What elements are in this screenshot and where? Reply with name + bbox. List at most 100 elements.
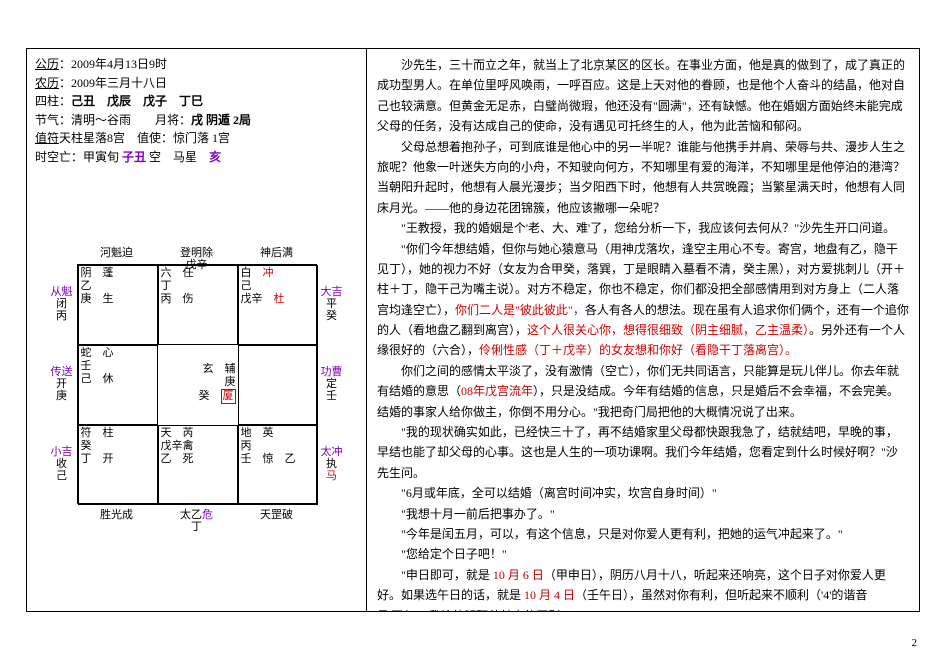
sizhu-label: 四柱： bbox=[35, 94, 71, 108]
outer-bottom2: 丁 bbox=[191, 518, 202, 534]
para-4f: 伶俐性感（丁＋戊辛）的女友想和你好（看隐干丁落离宫）。 bbox=[479, 343, 797, 357]
cell-br-l1: 地 英 bbox=[241, 427, 315, 440]
jieqi-label: 节气： bbox=[35, 113, 71, 127]
nongli-value: ：2009年三月十八日 bbox=[59, 76, 167, 90]
para-11a: "申日即可，就是 bbox=[401, 568, 493, 582]
kongwang-b: 子丑 bbox=[122, 150, 146, 164]
cell-mm-l3: 庚 bbox=[160, 376, 236, 389]
para-4d: 这个人很关心你，想得很细致（阴主细腻，乙主温柔） bbox=[527, 323, 809, 337]
para-11d: 10 月 4 日 bbox=[524, 588, 575, 602]
cell-ml-l2: 壬 bbox=[81, 360, 155, 373]
para-7: "6月或年底，全可以结婚（离宫时间冲实，坎宫自身时间）" bbox=[377, 483, 909, 503]
cell-mr bbox=[238, 345, 318, 425]
para-5b: 08年戊宫流年 bbox=[461, 384, 533, 398]
outer-right-0a: 大吉 bbox=[321, 286, 343, 298]
cell-tr-l1: 白 bbox=[241, 267, 263, 279]
outer-right-0b: 平 bbox=[326, 298, 337, 310]
cell-bm-l2: 戊辛禽 bbox=[161, 440, 235, 453]
page-number: 2 bbox=[912, 637, 918, 649]
outer-right-1c: 壬 bbox=[326, 390, 337, 402]
left-pane: 公历：2009年4月13日9时 农历：2009年三月十八日 四柱：己丑 戊辰 戊… bbox=[27, 49, 367, 611]
para-5: 你们之间的感情太平淡了，没有激情（空亡），你们无共同语言，只能算是玩儿伴儿。你去… bbox=[377, 361, 909, 422]
para-4b: 你们二人是"彼此彼此"， bbox=[455, 303, 585, 317]
outer-left-0c: 丙 bbox=[56, 310, 67, 322]
cell-tm: 六 任 丁 丙 伤 bbox=[158, 265, 238, 345]
outer-left-1a: 传送 bbox=[51, 366, 73, 378]
outer-right-1a: 功曹 bbox=[321, 366, 343, 378]
page-frame: 公历：2009年4月13日9时 农历：2009年三月十八日 四柱：己丑 戊辰 戊… bbox=[26, 48, 920, 612]
cell-ml-l1: 蛇 心 bbox=[81, 347, 155, 360]
cell-ml-l3: 己 休 bbox=[81, 373, 155, 386]
outer-left-2c: 己 bbox=[56, 470, 67, 482]
para-3: "王教授，我的婚姻是个'老、大、难'了，您给分析一下，我应该何去何从？"沙先生开… bbox=[377, 218, 909, 238]
cell-br: 地 英 丙 壬 惊 乙 bbox=[238, 425, 318, 505]
para-11b: 10 月 6 日 bbox=[493, 568, 544, 582]
cell-tl: 阴 蓬 乙 庚 生 bbox=[78, 265, 158, 345]
cell-mm-mark: 厦 bbox=[221, 389, 236, 404]
outer-right-col: 大吉平癸 功曹定壬 太冲执马 bbox=[319, 264, 345, 504]
zhifu-value: 天柱星落8宫 bbox=[59, 131, 137, 145]
gongli-value: ：2009年4月13日9时 bbox=[59, 57, 167, 71]
gongli-label: 公历 bbox=[35, 57, 59, 71]
yuejiang-value: 戌 阴遁 2局 bbox=[191, 113, 251, 127]
para-6: "我的现状确实如此，已经快三十了，再不结婚家里父母都快跟我急了，结就结吧，早晚的… bbox=[377, 422, 909, 483]
cell-tr-l3: 戊辛 bbox=[241, 293, 274, 305]
para-1: 沙先生，三十而立之年，就当上了北京某区的区长。在事业方面，他是真的做到了，成了真… bbox=[377, 55, 909, 137]
qimen-chart: 河魁迫 登明除 神后满 戊辛 从魁闭丙 传送开庚 小吉收己 大吉平癸 功曹定壬 … bbox=[47, 234, 347, 544]
cell-tr-mark: 冲 bbox=[263, 267, 274, 279]
cell-br-l2: 丙 bbox=[241, 440, 315, 453]
info-block: 公历：2009年4月13日9时 农历：2009年三月十八日 四柱：己丑 戊辰 戊… bbox=[35, 55, 358, 167]
outer-left-1c: 庚 bbox=[56, 390, 67, 402]
cell-mm: 玄 辅 庚 癸 厦 bbox=[158, 345, 238, 425]
cell-bl-l2: 癸 bbox=[81, 440, 155, 453]
outer-left-1b: 开 bbox=[56, 378, 67, 390]
kongwang-c: 空 马星 bbox=[149, 150, 197, 164]
cell-tl-l1: 阴 蓬 bbox=[81, 267, 155, 280]
cell-tr: 白 冲 己 戊辛 杜 bbox=[238, 265, 318, 345]
zhishi-label: 值使： bbox=[137, 131, 173, 145]
kongwang-a: 甲寅旬 bbox=[83, 150, 119, 164]
chart-wrap: 河魁迫 登明除 神后满 戊辛 从魁闭丙 传送开庚 小吉收己 大吉平癸 功曹定壬 … bbox=[35, 173, 358, 605]
cell-bm-l3: 乙 死 bbox=[161, 453, 235, 466]
cell-tm-l1: 六 任 bbox=[161, 267, 235, 280]
cell-mm-l2: 玄 辅 bbox=[160, 363, 236, 376]
outer-right-0c: 癸 bbox=[326, 310, 337, 322]
cell-tm-l2: 丁 bbox=[161, 280, 235, 293]
outer-left-col: 从魁闭丙 传送开庚 小吉收己 bbox=[49, 264, 75, 504]
cell-tm-l3: 丙 伤 bbox=[161, 293, 235, 306]
cell-br-l3: 壬 惊 bbox=[241, 453, 274, 465]
outer-left-0b: 闭 bbox=[56, 298, 67, 310]
sizhu-value: 己丑 戊辰 戊子 丁巳 bbox=[71, 94, 203, 108]
cell-bl: 符 柱 癸 丁 开 bbox=[78, 425, 158, 505]
cell-tl-l3: 庚 生 bbox=[81, 293, 155, 306]
para-8: "我想十月一前后把事办了。" bbox=[377, 504, 909, 524]
cell-bl-l3: 丁 开 bbox=[81, 453, 155, 466]
kongwang-d: 亥 bbox=[209, 150, 221, 164]
cell-bm: 天 芮 戊辛禽 乙 死 bbox=[158, 425, 238, 505]
jieqi-value: 清明～谷雨 月将： bbox=[71, 113, 191, 127]
zhifu-label: 值符 bbox=[35, 131, 59, 145]
cell-tl-l2: 乙 bbox=[81, 280, 155, 293]
outer-right-2a: 太冲 bbox=[321, 446, 343, 458]
outer-right-extra: 马 bbox=[326, 470, 337, 482]
para-4: "你们今年想结婚，但你与她心猿意马（用神戊落坎，逢空主用心不专。寄宫，地盘有乙，… bbox=[377, 239, 909, 361]
outer-right-1b: 定 bbox=[326, 378, 337, 390]
para-11: "申日即可，就是 10 月 6 日（甲申日），阴历八月十八，听起来还响亮，这个日… bbox=[377, 565, 909, 611]
outer-left-2b: 收 bbox=[56, 458, 67, 470]
article-pane: 沙先生，三十而立之年，就当上了北京某区的区长。在事业方面，他是真的做到了，成了真… bbox=[367, 49, 919, 611]
outer-left-2a: 小吉 bbox=[51, 446, 73, 458]
qimen-grid: 阴 蓬 乙 庚 生 六 任 丁 丙 伤 白 冲 己 戊辛 杜 bbox=[77, 264, 317, 504]
para-9: "今年是闰五月，可以，有这个信息，只是对你爱人更有利，把她的运气冲起来了。" bbox=[377, 524, 909, 544]
para-10: "您给定个日子吧！" bbox=[377, 544, 909, 564]
cell-bm-l1: 天 芮 bbox=[161, 427, 235, 440]
kongwang-label: 时空亡： bbox=[35, 150, 83, 164]
nongli-label: 农历 bbox=[35, 76, 59, 90]
cell-br-side: 乙 bbox=[285, 453, 296, 465]
cell-bl-l1: 符 柱 bbox=[81, 427, 155, 440]
cell-tr-l2: 己 bbox=[241, 280, 315, 293]
outer-left-0a: 从魁 bbox=[51, 286, 73, 298]
para-2: 父母总想着抱孙子，可到底谁是他心中的另一半呢？谁能与他携手并肩、荣辱与共、漫步人… bbox=[377, 137, 909, 219]
zhishi-value: 惊门落 1宫 bbox=[173, 131, 230, 145]
outer-right-2b: 执 bbox=[326, 458, 337, 470]
cell-mm-l4: 癸 bbox=[199, 390, 221, 402]
